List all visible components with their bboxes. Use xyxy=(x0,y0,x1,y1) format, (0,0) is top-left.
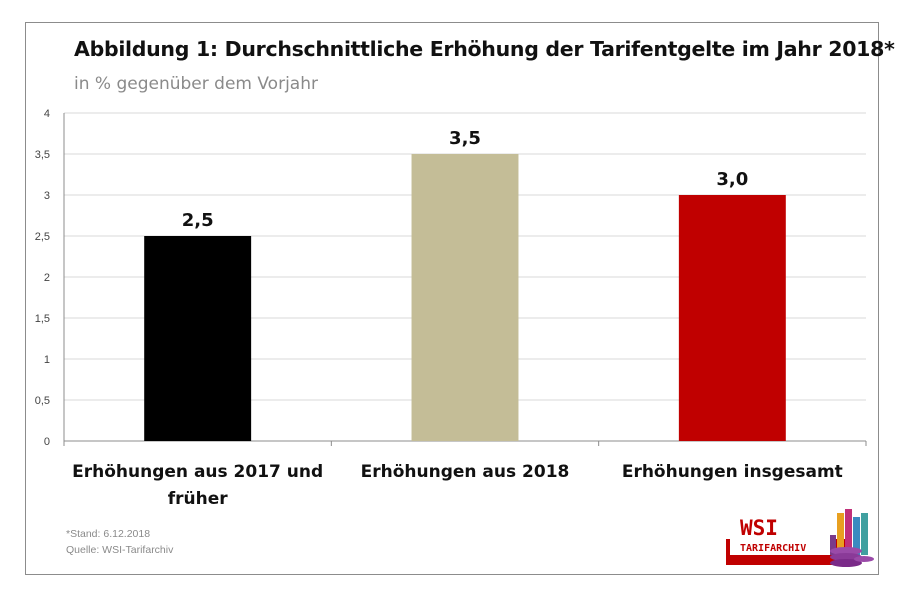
bar xyxy=(678,195,786,441)
chart-frame: Abbildung 1: Durchschnittliche Erhöhung … xyxy=(25,22,895,575)
y-tick-label: 0,5 xyxy=(35,395,50,407)
y-tick-label: 1 xyxy=(44,354,50,366)
y-tick-label: 3 xyxy=(44,190,50,202)
y-tick-label: 4 xyxy=(44,108,50,120)
logo-bar-orange xyxy=(837,513,844,555)
footnote-stand: *Stand: 6.12.2018 xyxy=(66,528,151,540)
logo-bar-magenta xyxy=(845,509,852,555)
chart-title: Abbildung 1: Durchschnittliche Erhöhung … xyxy=(74,37,895,61)
x-category-label: Erhöhungen aus 2018 xyxy=(361,462,570,482)
x-category-label: Erhöhungen insgesamt xyxy=(622,462,843,482)
wsi-tarifarchiv-logo: WSI TARIFARCHIV xyxy=(726,509,874,567)
logo-wsi-text: WSI xyxy=(740,516,778,540)
logo-coin-3 xyxy=(830,559,862,567)
data-label: 2,5 xyxy=(182,210,214,231)
y-tick-label: 3,5 xyxy=(35,149,50,161)
logo-coin-1 xyxy=(830,547,862,555)
footnote-source: Quelle: WSI-Tarifarchiv xyxy=(66,544,174,556)
logo-bar-teal xyxy=(861,513,868,555)
logo-bar-purple xyxy=(830,535,836,555)
data-label: 3,5 xyxy=(449,128,481,149)
y-tick-label: 0 xyxy=(44,436,50,448)
logo-tarifarchiv-text: TARIFARCHIV xyxy=(740,543,806,554)
y-tick-label: 2 xyxy=(44,272,50,284)
y-tick-label: 1,5 xyxy=(35,313,50,325)
bar-chart: 0 0,5 1 1,5 2 2,5 3 3,5 4 2,5 Erhöhungen aus 2017 … xyxy=(35,108,867,509)
logo-coin-4 xyxy=(854,556,874,562)
logo-bottom-bar xyxy=(726,555,834,565)
y-tick-label: 2,5 xyxy=(35,231,50,243)
data-label: 3,0 xyxy=(716,169,748,190)
logo-bar-blue xyxy=(853,517,860,555)
bar xyxy=(144,236,252,441)
bar xyxy=(411,154,519,441)
x-category-label: Erhöhungen aus 2017 und xyxy=(72,462,323,482)
chart-subtitle: in % gegenüber dem Vorjahr xyxy=(74,74,318,94)
x-category-label: früher xyxy=(168,489,229,509)
